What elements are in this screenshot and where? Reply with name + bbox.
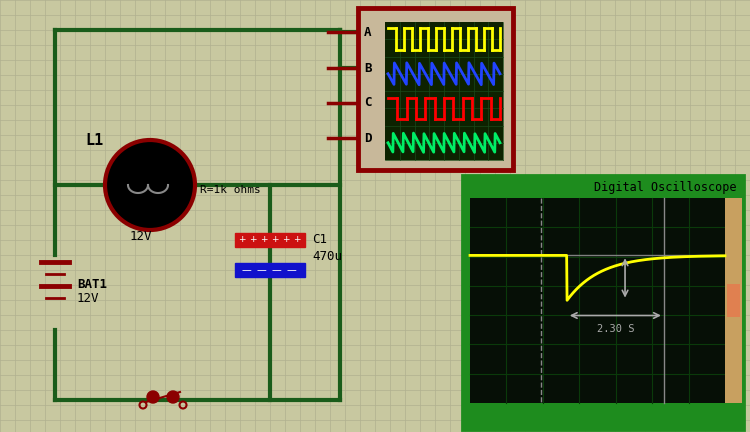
Text: —: — (242, 265, 250, 275)
Text: +: + (238, 235, 246, 245)
Bar (725, 198, 742, 403)
Circle shape (167, 391, 179, 403)
Text: 2.30 S: 2.30 S (596, 324, 634, 334)
Text: —: — (256, 265, 266, 275)
Text: +: + (282, 235, 290, 245)
Text: R=1k ohms: R=1k ohms (200, 185, 261, 195)
Text: BAT1: BAT1 (77, 279, 107, 292)
Text: 470u: 470u (312, 250, 342, 263)
Bar (385, 22, 503, 160)
Text: 12V: 12V (77, 292, 100, 305)
Text: +: + (249, 235, 256, 245)
Text: —: — (272, 265, 280, 275)
Text: D: D (364, 131, 371, 144)
Text: C: C (364, 96, 371, 109)
Circle shape (147, 391, 159, 403)
Text: +: + (260, 235, 268, 245)
Text: 12V: 12V (130, 230, 152, 243)
Text: —: — (286, 265, 296, 275)
Text: A: A (364, 25, 371, 38)
Bar (727, 284, 740, 317)
Text: L1: L1 (85, 133, 104, 148)
Text: B: B (364, 61, 371, 74)
Bar (235, 263, 305, 277)
Bar (358, 8, 513, 170)
Text: Digital Oscilloscope: Digital Oscilloscope (593, 181, 736, 194)
Text: C1: C1 (312, 233, 327, 246)
Text: +: + (293, 235, 301, 245)
Bar (470, 198, 725, 403)
Bar (462, 175, 744, 430)
Text: +: + (272, 235, 279, 245)
Circle shape (105, 140, 195, 230)
Bar (235, 233, 305, 247)
